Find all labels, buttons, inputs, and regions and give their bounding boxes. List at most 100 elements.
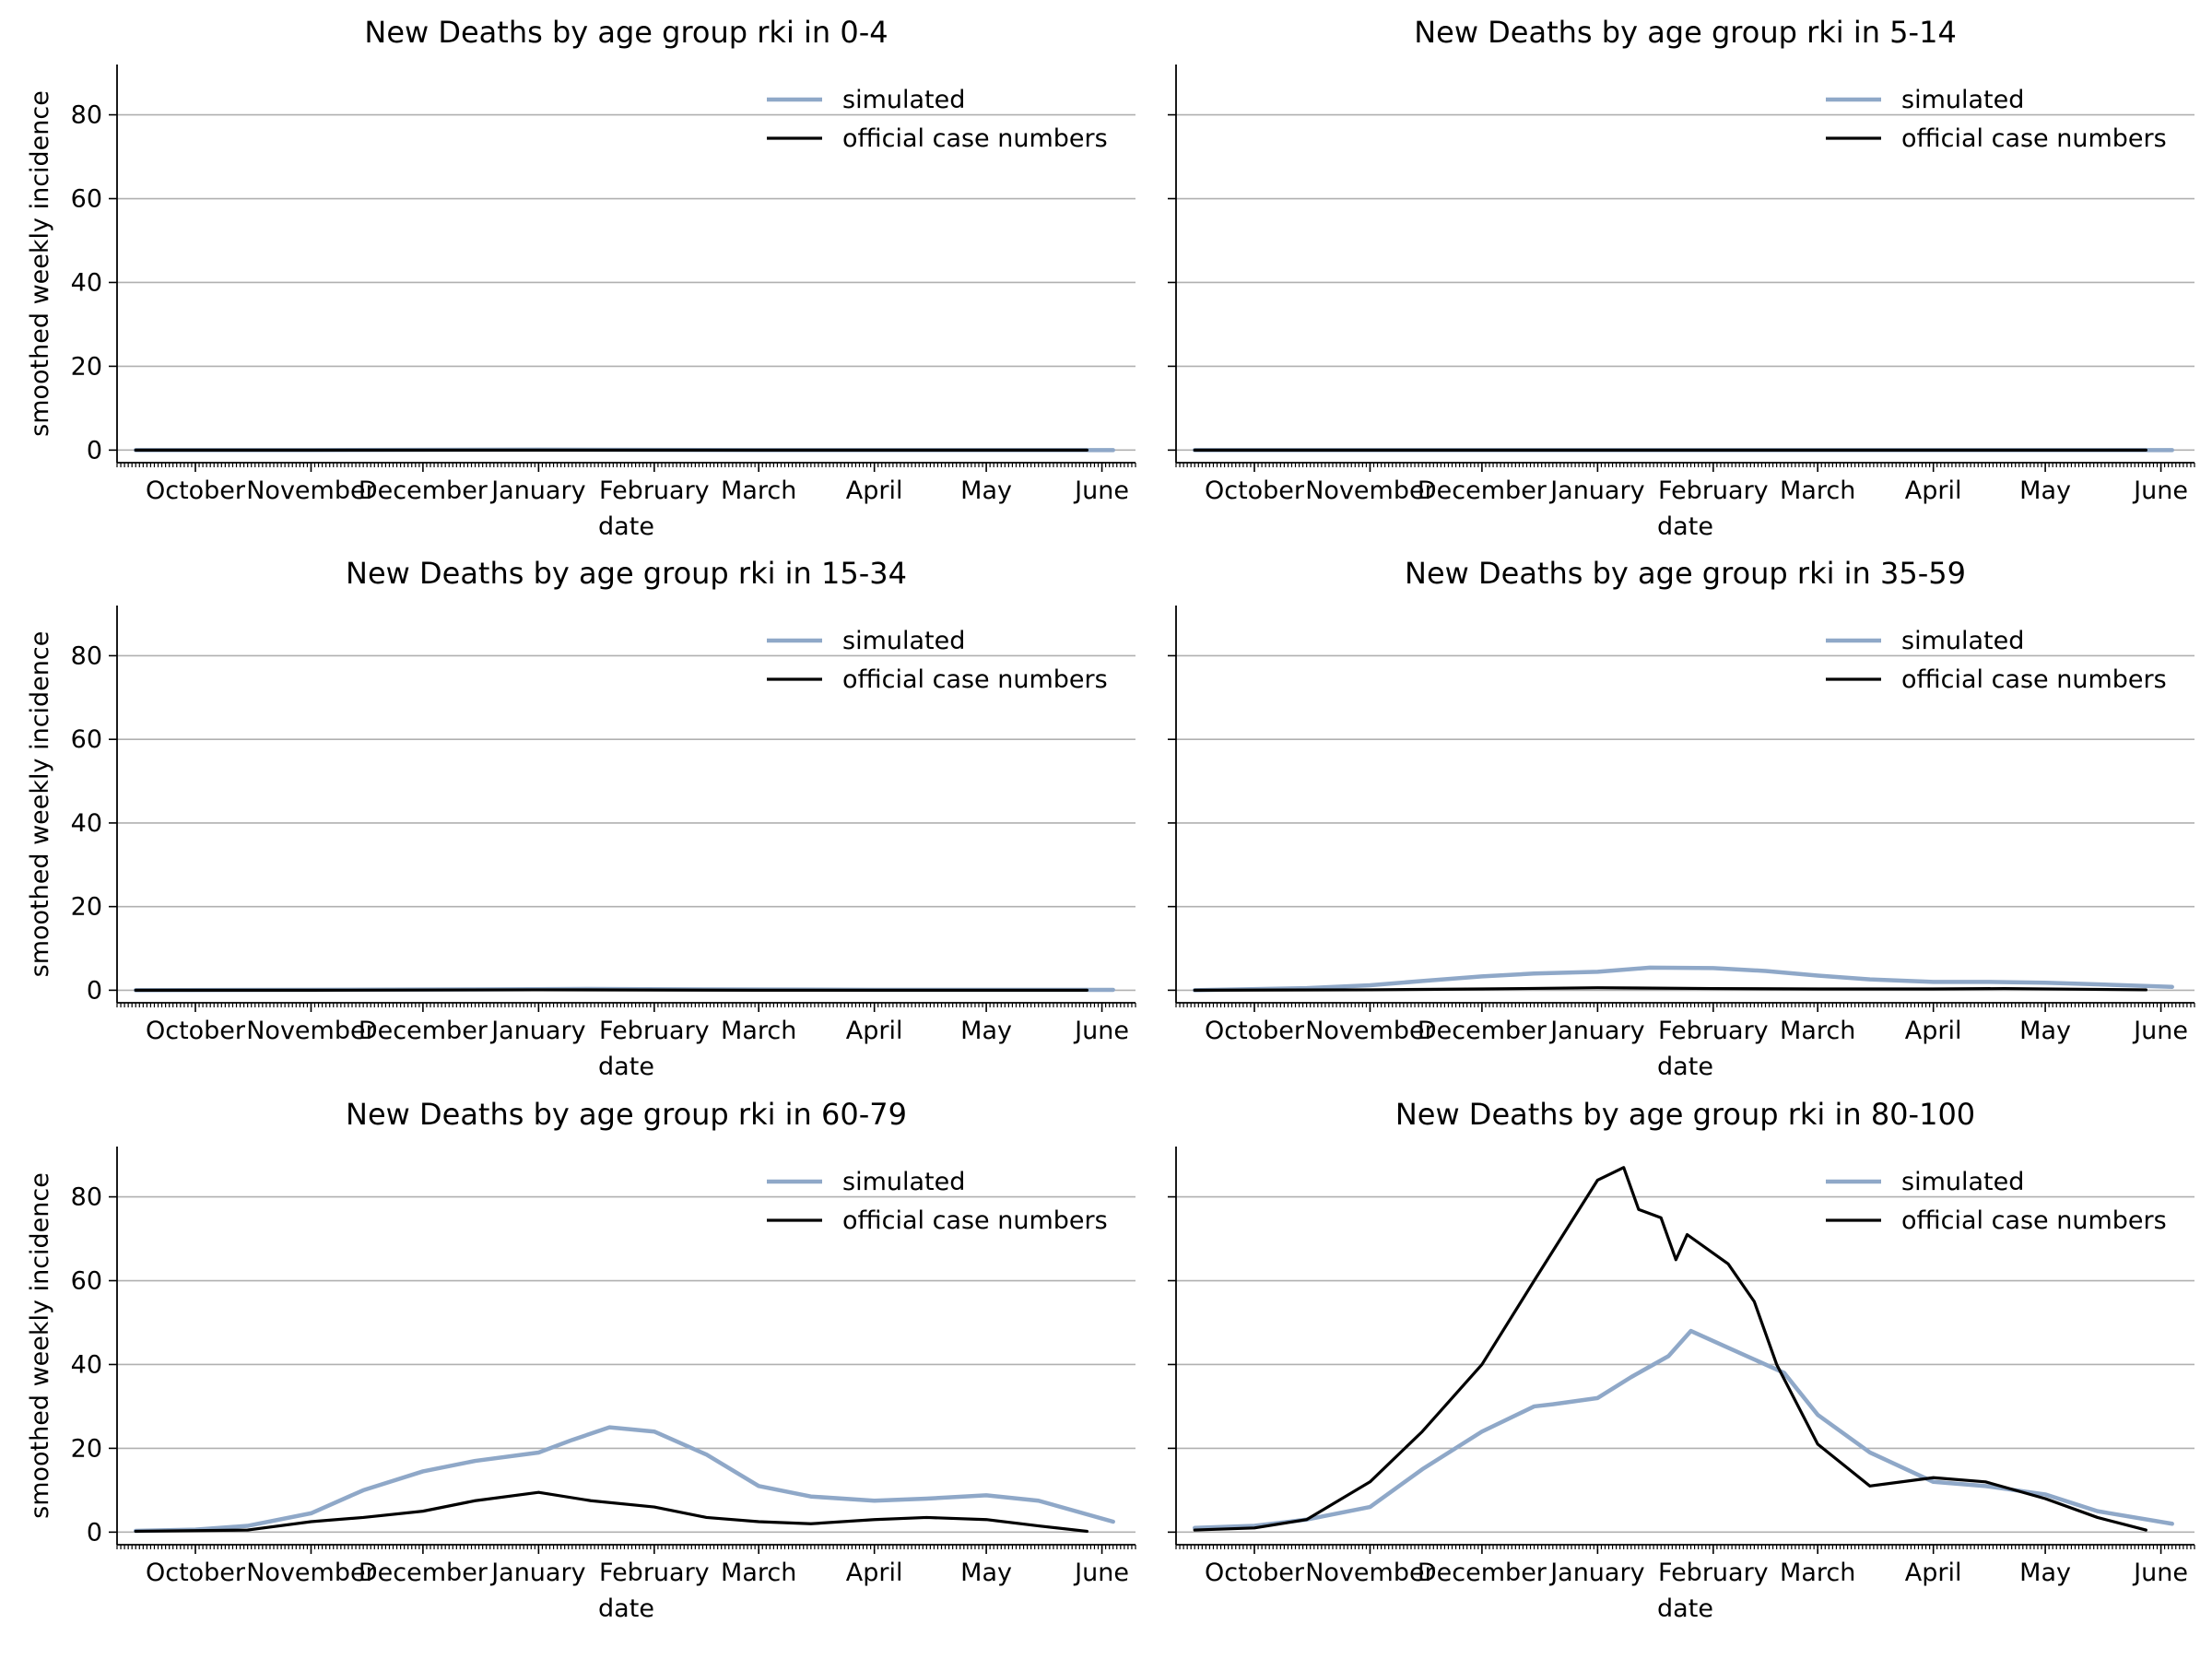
x-tick-label: May xyxy=(2019,1017,2071,1045)
x-tick-label: March xyxy=(1780,1017,1855,1045)
y-tick-label: 60 xyxy=(71,185,102,214)
x-tick-label: February xyxy=(1658,1017,1769,1045)
x-axis-label: date xyxy=(1657,512,1713,541)
x-tick-label: May xyxy=(2019,1559,2071,1587)
legend-label-simulated: simulated xyxy=(842,627,965,655)
y-tick-label: 0 xyxy=(87,436,102,465)
x-axis-label: date xyxy=(598,1594,654,1623)
legend: simulated official case numbers xyxy=(1826,86,2167,153)
legend: simulated official case numbers xyxy=(767,86,1108,153)
x-minor-ticks xyxy=(116,1545,1136,1549)
legend-label-official: official case numbers xyxy=(842,124,1108,153)
legend-label-official: official case numbers xyxy=(1901,1206,2167,1235)
y-axis-label: smoothed weekly incidence xyxy=(26,631,54,978)
x-axis-label: date xyxy=(598,1053,654,1081)
x-tick-label: October xyxy=(1205,1017,1305,1045)
x-tick-label: March xyxy=(1780,1559,1855,1587)
x-tick-label: April xyxy=(1905,1559,1962,1587)
series-line-simulated xyxy=(1192,1328,2174,1531)
legend-label-simulated: simulated xyxy=(1901,1168,2024,1196)
y-tick-label: 20 xyxy=(71,1434,102,1463)
x-tick-label: May xyxy=(960,1559,1012,1587)
x-tick-label: January xyxy=(1548,1017,1644,1045)
series-line-official xyxy=(134,1490,1088,1534)
legend: simulated official case numbers xyxy=(1826,627,2167,694)
x-tick-label: February xyxy=(599,1559,710,1587)
x-tick-label: May xyxy=(960,1017,1012,1045)
x-axis-label: date xyxy=(1657,1594,1713,1623)
x-tick-label: November xyxy=(1305,477,1435,505)
y-tick-label: 20 xyxy=(71,352,102,381)
y-axis-label: smoothed weekly incidence xyxy=(26,1172,54,1519)
chart-title: New Deaths by age group rki in 0-4 xyxy=(364,15,888,50)
y-tick-label: 40 xyxy=(71,1350,102,1379)
x-tick-label: November xyxy=(246,1559,376,1587)
y-axis-label: smoothed weekly incidence xyxy=(26,90,54,437)
x-tick-label: January xyxy=(489,1017,585,1045)
x-tick-label: March xyxy=(721,1017,796,1045)
chart-title: New Deaths by age group rki in 5-14 xyxy=(1414,15,1957,50)
series-line-official xyxy=(1193,986,2147,992)
y-tick-label: 60 xyxy=(71,1267,102,1296)
series-line-simulated xyxy=(133,1425,1115,1534)
x-tick-label: March xyxy=(721,477,796,505)
x-tick-label: April xyxy=(846,1017,903,1045)
legend-label-official: official case numbers xyxy=(1901,665,2167,694)
x-tick-label: January xyxy=(489,477,585,505)
x-tick-label: April xyxy=(1905,1017,1962,1045)
x-tick-label: December xyxy=(1418,1017,1547,1045)
x-tick-label: November xyxy=(246,477,376,505)
x-tick-label: December xyxy=(1418,1559,1547,1587)
x-tick-label: January xyxy=(1548,477,1644,505)
y-tick-label: 40 xyxy=(71,268,102,297)
x-tick-label: March xyxy=(1780,477,1855,505)
legend: simulated official case numbers xyxy=(767,627,1108,694)
x-tick-label: November xyxy=(1305,1559,1435,1587)
y-tick-label: 40 xyxy=(71,809,102,838)
legend: simulated official case numbers xyxy=(767,1168,1108,1235)
x-tick-label: January xyxy=(489,1559,585,1587)
x-minor-ticks xyxy=(116,1003,1136,1007)
x-minor-ticks xyxy=(116,463,1136,467)
x-tick-label: April xyxy=(846,1559,903,1587)
x-tick-label: November xyxy=(246,1017,376,1045)
x-tick-label: October xyxy=(1205,477,1305,505)
x-tick-label: February xyxy=(1658,477,1769,505)
x-tick-label: April xyxy=(1905,477,1962,505)
x-tick-label: November xyxy=(1305,1017,1435,1045)
chart-title: New Deaths by age group rki in 15-34 xyxy=(346,556,907,591)
x-tick-label: June xyxy=(1073,477,1129,505)
x-tick-label: May xyxy=(2019,477,2071,505)
x-tick-label: February xyxy=(599,477,710,505)
y-tick-label: 0 xyxy=(87,976,102,1005)
x-tick-label: February xyxy=(599,1017,710,1045)
chart-title: New Deaths by age group rki in 35-59 xyxy=(1405,556,1966,591)
x-tick-label: December xyxy=(359,477,488,505)
legend-label-official: official case numbers xyxy=(1901,124,2167,153)
y-tick-label: 0 xyxy=(87,1518,102,1547)
x-tick-label: October xyxy=(1205,1559,1305,1587)
x-minor-ticks xyxy=(1175,1545,2195,1549)
chart-title: New Deaths by age group rki in 80-100 xyxy=(1395,1097,1975,1132)
x-axis-label: date xyxy=(1657,1053,1713,1081)
x-tick-label: December xyxy=(359,1559,488,1587)
x-minor-ticks xyxy=(1175,1003,2195,1007)
y-tick-label: 80 xyxy=(71,641,102,670)
x-tick-label: December xyxy=(359,1017,488,1045)
y-tick-label: 80 xyxy=(71,101,102,130)
x-tick-label: June xyxy=(1073,1017,1129,1045)
y-tick-label: 80 xyxy=(71,1183,102,1212)
y-tick-label: 60 xyxy=(71,725,102,754)
legend-label-simulated: simulated xyxy=(1901,86,2024,114)
x-minor-ticks xyxy=(1175,463,2195,467)
legend-label-official: official case numbers xyxy=(842,1206,1108,1235)
x-tick-label: June xyxy=(2132,1017,2188,1045)
legend-label-simulated: simulated xyxy=(842,1168,965,1196)
x-tick-label: April xyxy=(846,477,903,505)
